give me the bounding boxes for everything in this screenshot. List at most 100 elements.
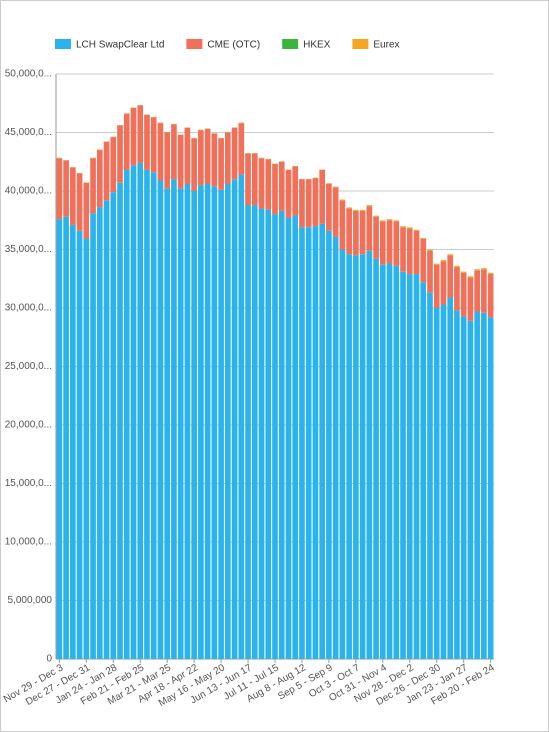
bar-segment [225,183,231,660]
bar-segment [366,205,373,207]
bar-segment [245,205,251,660]
bar-segment [272,214,278,659]
bar-segment [406,228,413,275]
bar-segment [251,153,258,206]
bar-segment [359,209,366,211]
bar-segment [406,274,413,659]
bar-segment [353,210,359,256]
bar-segment [406,227,413,229]
bar-segment [164,132,171,189]
bar-segment [319,223,325,659]
bar-segment [231,127,238,180]
bar-segment [373,215,379,217]
bar-segment [96,150,103,208]
bar-segment [487,317,494,659]
bar-segment [231,179,238,660]
bar-segment [373,258,379,659]
bar-segment [177,188,184,659]
bar-segment [386,220,393,264]
bar-segment [481,312,487,659]
bar-segment [427,249,433,251]
bar-segment [184,183,191,660]
bar-segment [312,226,319,659]
y-tick-label: 15,000,0... [5,478,52,489]
bar-segment [137,162,144,660]
bar-segment [305,227,312,659]
legend-label: LCH SwapClear Ltd [76,40,164,51]
bar-segment [171,179,177,660]
bar-segment [353,209,359,211]
bar-segment [137,105,144,163]
bar-segment [218,138,224,190]
bar-segment [487,272,494,274]
bar-segment [123,113,130,170]
bar-segment [373,216,379,259]
bar-segment [238,123,245,175]
bar-segment [447,255,454,298]
bar-segment [433,263,440,265]
bar-segment [76,230,83,659]
bar-segment [386,219,393,221]
bar-segment [339,199,346,201]
legend-swatch [186,39,203,49]
bar-segment [481,268,487,270]
bar-segment [353,255,359,659]
bar-segment [440,261,447,305]
bar-segment [393,221,400,266]
bar-segment [144,169,150,659]
bar-segment [379,221,386,265]
bar-segment [427,250,433,293]
bar-segment [400,271,406,659]
bar-segment [272,164,278,215]
bar-segment [413,230,420,275]
y-tick-label: 20,000,0... [5,420,52,431]
bar-segment [299,179,305,228]
bar-segment [278,210,285,659]
bar-segment [326,183,332,231]
bar-segment [420,238,427,283]
bar-segment [339,249,346,659]
bar-segment [63,160,69,217]
bar-segment [379,264,386,659]
bar-segment [474,311,480,659]
bar-segment [83,238,90,659]
bar-segment [413,274,420,659]
bar-segment [83,182,90,239]
bar-segment [346,207,352,209]
bar-segment [70,224,76,659]
bar-segment [305,179,312,228]
bar-segment [292,166,299,216]
bar-segment [157,123,164,181]
y-tick-label: 35,000,0... [5,244,52,255]
bar-segment [393,220,400,222]
bar-segment [177,134,184,189]
bar-segment [440,260,447,262]
bar-segment [157,180,164,659]
bar-segment [130,165,137,659]
bar-segment [433,308,440,659]
bar-segment [359,210,366,255]
bar-segment [312,178,319,227]
legend-swatch [55,39,71,49]
bar-segment [460,271,467,273]
bar-segment [150,117,157,173]
bar-segment [184,127,191,184]
bar-segment [110,137,117,193]
y-tick-label: 25,000,0... [5,361,52,372]
bar-segment [339,200,346,250]
bar-segment [258,158,265,209]
bar-segment [285,217,292,659]
bar-segment [481,269,487,313]
legend-label: HKEX [303,40,331,51]
bar-segment [400,226,406,228]
bar-segment [487,274,494,318]
bar-segment [346,254,352,659]
bar-segment [56,158,63,220]
bar-segment [130,107,137,166]
bar-segment [420,282,427,659]
bar-segment [258,208,265,660]
bar-segment [90,158,96,214]
bar-segment [386,263,393,659]
bar-segment [96,207,103,659]
